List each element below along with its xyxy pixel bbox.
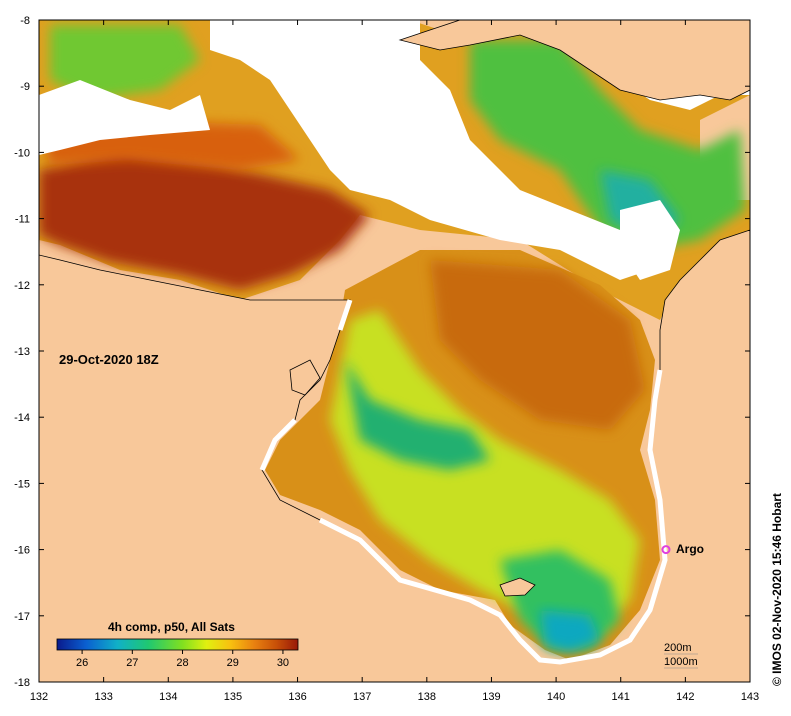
colorbar-title: 4h comp, p50, All Sats (108, 620, 235, 634)
lon-tick-label: 143 (741, 691, 759, 703)
contour-label-1000m: 1000m (664, 656, 698, 668)
cloud-1 (210, 20, 650, 280)
lon-tick-label: 135 (224, 691, 242, 703)
island-groote (289, 359, 321, 396)
lon-tick-label: 139 (482, 691, 500, 703)
argo-marker: Argo (661, 542, 704, 556)
land-new-guinea (398, 20, 750, 101)
lon-tick-label: 132 (30, 691, 48, 703)
lat-tick-label: -18 (14, 677, 30, 689)
lon-tick-label: 133 (94, 691, 112, 703)
lon-tick-label: 142 (676, 691, 694, 703)
colorbar-gradient (56, 638, 299, 651)
lon-tick-label: 141 (612, 691, 630, 703)
lat-tick-label: -17 (14, 611, 30, 623)
lon-tick-label: 136 (288, 691, 306, 703)
colorbar-tick-label: 30 (277, 657, 289, 669)
lat-tick-label: -16 (14, 545, 30, 557)
lon-tick-label: 138 (418, 691, 436, 703)
credit-label: © IMOS 02-Nov-2020 15:46 Hobart (770, 493, 784, 686)
colorbar-tick-label: 29 (227, 657, 239, 669)
coastal-fringe (259, 299, 668, 665)
gulf-green-west (345, 360, 490, 470)
gulf-orange-east (430, 260, 645, 430)
cloud-4 (620, 200, 680, 280)
longitude-axis: 132 133 134 135 136 137 138 139 140 141 142 143 (30, 20, 759, 703)
cloud-2 (39, 80, 210, 155)
colorbar-tick-label: 26 (76, 657, 88, 669)
sea-surface-temperature-field (39, 20, 750, 682)
contour-label-200m: 200m (664, 642, 692, 654)
lat-tick-label: -15 (14, 478, 30, 490)
lat-tick-label: -10 (14, 147, 30, 159)
latitude-axis: -8 -9 -10 -11 -12 -13 -14 -15 -16 -17 -18 (14, 15, 750, 689)
north-green-1 (50, 25, 200, 100)
lat-tick-label: -13 (14, 346, 30, 358)
warm-band (39, 150, 370, 290)
lat-tick-label: -14 (14, 412, 30, 424)
argo-icon (661, 545, 671, 555)
colorbar: 4h comp, p50, All Sats 26 27 28 29 30 (56, 620, 299, 669)
colorbar-tick-label: 27 (126, 657, 138, 669)
north-green-2 (470, 40, 745, 250)
island-mornington (499, 577, 536, 597)
lon-tick-label: 140 (547, 691, 565, 703)
gulf-cyan-south (540, 610, 600, 652)
lat-tick-label: -11 (15, 214, 30, 226)
lon-tick-label: 137 (353, 691, 371, 703)
argo-label: Argo (676, 542, 704, 556)
lat-tick-label: -12 (14, 280, 30, 292)
colorbar-tick-label: 28 (176, 657, 188, 669)
lat-tick-label: -8 (20, 15, 30, 27)
lat-tick-label: -9 (20, 81, 30, 93)
lon-tick-label: 134 (159, 691, 177, 703)
date-label: 29-Oct-2020 18Z (59, 352, 159, 367)
